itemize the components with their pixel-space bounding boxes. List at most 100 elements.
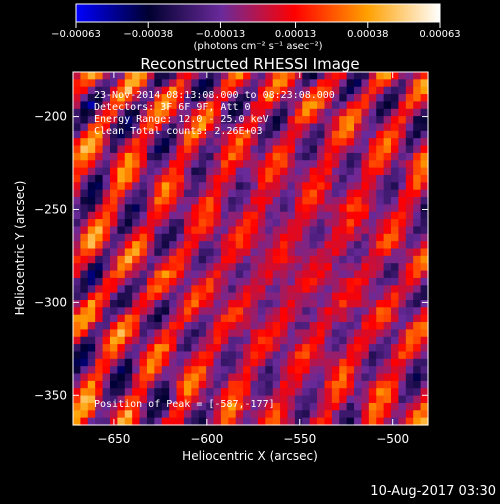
heatmap-cell xyxy=(405,116,414,125)
heatmap-cell xyxy=(302,116,311,125)
heatmap-cell xyxy=(302,314,311,323)
heatmap-cell xyxy=(146,255,155,264)
heatmap-cell xyxy=(302,248,311,257)
heatmap-cell xyxy=(376,285,385,294)
heatmap-cell xyxy=(213,307,222,316)
heatmap-cell xyxy=(383,130,392,139)
heatmap-cell xyxy=(324,219,333,228)
heatmap-cell xyxy=(95,219,104,228)
heatmap-cell xyxy=(109,241,118,250)
heatmap-cell xyxy=(95,373,104,382)
heatmap-cell xyxy=(339,373,348,382)
heatmap-cell xyxy=(102,101,111,110)
heatmap-cell xyxy=(354,277,363,286)
heatmap-cell xyxy=(331,167,340,176)
heatmap-cell xyxy=(161,329,170,338)
heatmap-cell xyxy=(302,152,311,161)
heatmap-cell xyxy=(383,101,392,110)
heatmap-cell xyxy=(413,94,422,103)
heatmap-cell xyxy=(405,130,414,139)
heatmap-cell xyxy=(309,417,318,426)
heatmap-cell xyxy=(361,204,370,213)
heatmap-cell xyxy=(354,299,363,308)
heatmap-cell xyxy=(354,373,363,382)
heatmap-cell xyxy=(102,233,111,242)
heatmap-cell xyxy=(265,366,274,375)
heatmap-cell xyxy=(183,174,192,183)
heatmap-cell xyxy=(309,329,318,338)
heatmap-cell xyxy=(354,219,363,228)
heatmap-cell xyxy=(95,292,104,301)
heatmap-cell xyxy=(154,395,163,404)
heatmap-cell xyxy=(235,86,244,95)
heatmap-cell xyxy=(95,152,104,161)
heatmap-cell xyxy=(405,373,414,382)
heatmap-cell xyxy=(73,417,81,426)
heatmap-cell xyxy=(191,219,200,228)
heatmap-cell xyxy=(154,101,163,110)
heatmap-cell xyxy=(176,138,185,147)
heatmap-cell xyxy=(206,72,215,80)
heatmap-cell xyxy=(198,277,207,286)
heatmap-cell xyxy=(87,395,96,404)
heatmap-cell xyxy=(213,167,222,176)
heatmap-cell xyxy=(109,204,118,213)
heatmap-cell xyxy=(102,417,111,426)
heatmap-cell xyxy=(206,373,215,382)
heatmap-cell xyxy=(391,167,400,176)
heatmap-cell xyxy=(139,138,148,147)
heatmap-cell xyxy=(398,108,407,117)
heatmap-cell xyxy=(361,79,370,88)
heatmap-cell xyxy=(139,417,148,426)
heatmap-cell xyxy=(169,417,178,426)
heatmap-cell xyxy=(146,189,155,198)
heatmap-cell xyxy=(317,285,326,294)
heatmap-cell xyxy=(109,167,118,176)
heatmap-cell xyxy=(368,152,377,161)
heatmap-cell xyxy=(391,182,400,191)
heatmap-cell xyxy=(235,145,244,154)
heatmap-cell xyxy=(139,226,148,235)
heatmap-cell xyxy=(139,322,148,330)
heatmap-cell xyxy=(80,138,89,147)
heatmap-cell xyxy=(368,138,377,147)
heatmap-cell xyxy=(391,174,400,183)
heatmap-cell xyxy=(376,410,385,419)
heatmap-cell xyxy=(339,182,348,191)
heatmap-cell xyxy=(368,197,377,205)
heatmap-cell xyxy=(287,255,296,264)
heatmap-cell xyxy=(398,314,407,323)
heatmap-cell xyxy=(302,226,311,235)
heatmap-cell xyxy=(420,270,429,279)
heatmap-cell xyxy=(132,241,141,250)
heatmap-cell xyxy=(317,130,326,139)
heatmap-cell xyxy=(383,285,392,294)
heatmap-cell xyxy=(102,152,111,161)
heatmap-cell xyxy=(235,94,244,103)
heatmap-cell xyxy=(124,314,133,323)
heatmap-cell xyxy=(176,72,185,80)
heatmap-cell xyxy=(169,174,178,183)
heatmap-cell xyxy=(161,145,170,154)
heatmap-cell xyxy=(331,255,340,264)
heatmap-cell xyxy=(331,211,340,220)
heatmap-cell xyxy=(235,255,244,264)
heatmap-cell xyxy=(124,116,133,125)
heatmap-cell xyxy=(228,263,237,272)
heatmap-cell xyxy=(220,138,229,147)
heatmap-cell xyxy=(191,277,200,286)
heatmap-cell xyxy=(354,255,363,264)
heatmap-cell xyxy=(139,145,148,154)
heatmap-cell xyxy=(139,101,148,110)
heatmap-cell xyxy=(191,292,200,301)
heatmap-cell xyxy=(309,211,318,220)
heatmap-cell xyxy=(391,263,400,272)
heatmap-cell xyxy=(228,116,237,125)
heatmap-cell xyxy=(73,255,81,264)
heatmap-cell xyxy=(87,79,96,88)
heatmap-cell xyxy=(124,307,133,316)
heatmap-cell xyxy=(169,402,178,411)
heatmap-cell xyxy=(117,344,126,353)
heatmap-cell xyxy=(198,108,207,117)
heatmap-cell xyxy=(383,123,392,132)
